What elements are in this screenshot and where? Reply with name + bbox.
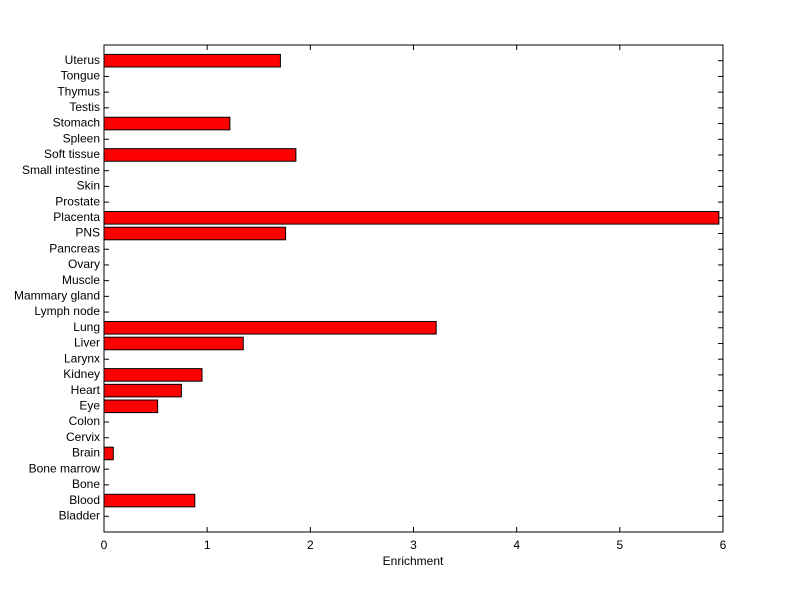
y-tick-label: Testis [69,100,100,114]
y-tick-label: Bone marrow [29,461,101,475]
bar [103,336,244,351]
y-tick-label: Spleen [63,131,100,145]
x-tick-label: 5 [616,538,623,552]
bar [103,446,114,461]
y-tick-label: Tongue [61,69,101,83]
y-tick-label: Kidney [63,367,100,381]
x-tick-label: 3 [410,538,417,552]
y-tick-label: Uterus [65,53,100,67]
y-tick-label: Liver [74,336,100,350]
y-tick-label: Small intestine [22,163,100,177]
bar [103,116,231,131]
y-tick-label: Skin [77,179,100,193]
y-tick-label: PNS [75,226,100,240]
y-tick-label: Ovary [68,257,100,271]
y-tick-label: Heart [71,383,101,397]
y-tick-label: Brain [72,446,100,460]
x-tick-label: 0 [101,538,108,552]
y-tick-label: Lung [73,320,100,334]
bar [103,226,287,241]
y-tick-label: Thymus [57,84,100,98]
y-tick-label: Muscle [62,273,100,287]
x-axis-label: Enrichment [383,554,444,568]
y-tick-label: Blood [69,493,100,507]
y-tick-label: Mammary gland [14,289,100,303]
bar [103,320,437,335]
y-tick-label: Pancreas [49,241,100,255]
y-tick-label: Placenta [53,210,100,224]
x-tick-label: 4 [513,538,520,552]
y-tick-label: Stomach [53,116,100,130]
bar [103,53,281,68]
y-tick-label: Bladder [59,508,100,522]
bar [103,493,196,508]
bar [103,148,297,162]
plot-frame [103,44,724,533]
y-tick-label: Larynx [64,351,100,365]
y-tick-label: Soft tissue [44,147,100,161]
y-tick-label: Eye [79,398,100,412]
x-tick-label: 6 [720,538,727,552]
y-tick-label: Prostate [55,194,100,208]
x-tick-label: 2 [307,538,314,552]
bar [103,211,720,225]
y-tick-label: Lymph node [34,304,100,318]
y-tick-label: Colon [69,414,100,428]
x-tick-label: 1 [204,538,211,552]
bar [103,399,159,414]
y-tick-label: Bone [72,477,100,491]
bar [103,368,203,382]
bar [103,383,182,398]
y-tick-label: Cervix [66,430,100,444]
